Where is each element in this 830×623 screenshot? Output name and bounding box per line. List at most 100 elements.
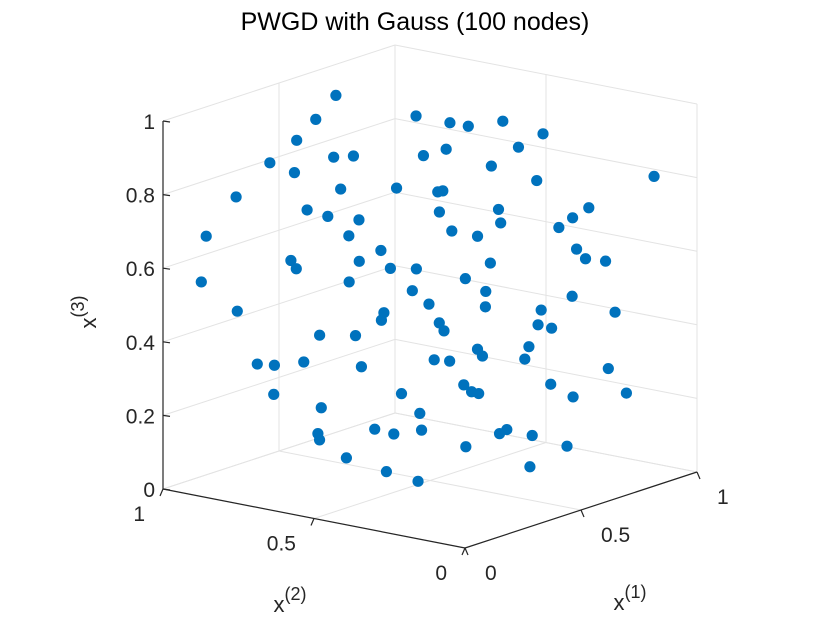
data-point (495, 217, 507, 229)
data-point (301, 204, 313, 216)
x3-tick-mark (162, 120, 171, 123)
data-point (553, 221, 565, 234)
data-point (310, 113, 322, 125)
data-point (609, 306, 621, 318)
x1-tick-label: 1 (717, 486, 729, 509)
data-point (291, 134, 303, 146)
data-point (567, 391, 579, 403)
data-point (648, 170, 660, 183)
data-point (330, 89, 342, 102)
data-point (314, 329, 326, 341)
x3-tick-label: 0.4 (126, 332, 156, 355)
data-point (620, 387, 633, 399)
data-point (375, 314, 388, 326)
x2-tick-label: 1 (133, 503, 145, 526)
data-point (412, 475, 424, 487)
data-point (570, 243, 583, 255)
x3-tick-label: 1 (143, 111, 155, 134)
data-point (347, 150, 360, 162)
data-point (264, 157, 276, 169)
x1-tick-label: 0.5 (601, 524, 630, 547)
data-point (335, 183, 347, 195)
data-point (497, 115, 509, 127)
x1-tick-mark (464, 547, 469, 556)
data-point (566, 290, 578, 302)
grid-line (162, 412, 396, 490)
axes (159, 120, 701, 556)
data-point (462, 120, 474, 132)
data-point (446, 225, 458, 237)
x2-tick-mark (310, 518, 315, 526)
svg-text:x(2): x(2) (274, 584, 307, 617)
svg-text:x(3): x(3) (68, 296, 101, 329)
data-point (343, 230, 355, 242)
data-point (433, 206, 445, 218)
data-point (414, 407, 426, 419)
data-point (322, 210, 334, 222)
data-point (340, 452, 352, 464)
x3-tick-mark (162, 414, 171, 417)
x3-axis-label: x(3) (68, 296, 101, 329)
svg-text:x(1): x(1) (614, 582, 647, 615)
grid-lines (162, 44, 698, 549)
data-point (524, 461, 536, 473)
data-point (492, 203, 505, 216)
data-point (312, 428, 324, 440)
x1-tick-label: 0 (485, 562, 497, 585)
data-point (583, 202, 595, 214)
data-point (290, 263, 302, 275)
data-point (519, 353, 531, 365)
data-point (380, 466, 392, 478)
data-point (512, 141, 525, 153)
data-point (410, 110, 422, 122)
data-point (537, 128, 549, 140)
data-point (415, 424, 428, 436)
x1-axis-label: x(1) (614, 582, 647, 615)
data-point (428, 354, 440, 366)
data-point (375, 244, 387, 257)
data-point (526, 429, 538, 442)
grid-line (313, 442, 547, 519)
data-point (460, 441, 472, 453)
data-point (285, 254, 297, 267)
data-point (440, 143, 452, 155)
data-point (479, 301, 491, 313)
data-point (355, 361, 368, 373)
data-point (231, 305, 243, 317)
data-point (484, 257, 496, 269)
data-point (444, 355, 456, 367)
x3-tick-mark (162, 341, 171, 344)
data-point (423, 298, 435, 310)
data-point (471, 230, 484, 242)
data-point (476, 350, 489, 362)
x2-tick-label: 0 (435, 562, 447, 585)
data-point (353, 255, 365, 267)
data-point (485, 160, 497, 172)
data-point (579, 253, 592, 265)
data-point (458, 379, 470, 391)
data-point (602, 362, 614, 375)
data-point (251, 358, 263, 370)
data-point (459, 273, 471, 285)
x2-axis-label: x(2) (274, 584, 307, 617)
data-point (328, 151, 340, 163)
data-point (561, 440, 573, 452)
x3-tick-mark (162, 194, 171, 197)
data-point (343, 276, 355, 288)
x1-tick-mark (580, 509, 585, 518)
data-point (349, 330, 362, 342)
data-point (599, 255, 612, 267)
x3-tick-mark (162, 488, 171, 491)
data-point (531, 174, 543, 187)
chart-title: PWGD with Gauss (100 nodes) (240, 8, 590, 36)
data-point (268, 388, 280, 401)
data-point (473, 387, 485, 400)
data-point (230, 191, 242, 203)
data-point (567, 212, 579, 224)
data-point (480, 285, 492, 298)
data-point (369, 423, 381, 435)
data-point (535, 304, 547, 316)
data-point (433, 317, 445, 329)
data-point (406, 285, 418, 297)
